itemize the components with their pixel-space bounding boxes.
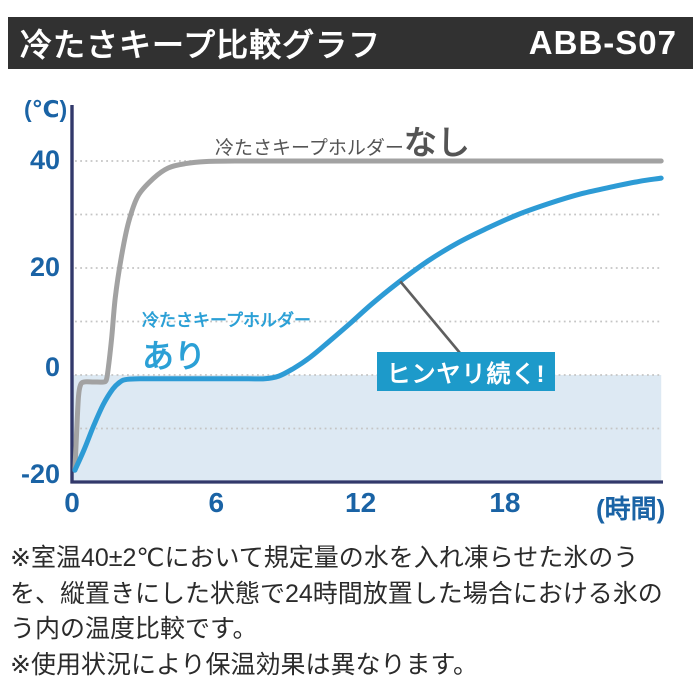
y-tick-label-40: 40	[29, 145, 60, 175]
footnotes: ※室温40±2℃において規定量の水を入れ凍らせた氷のう を、縦置きにした状態で2…	[10, 541, 663, 684]
series-line-ari	[72, 175, 664, 473]
comparison-chart: (℃) 40 20 0 -20 0 6 12 18 (時間) 冷たさキープホルダー なし 冷た…	[20, 96, 666, 524]
series-label-without-holder-prefix: 冷たさキープホルダー	[215, 138, 404, 159]
series-label-with-holder-prefix: 冷たさキープホルダー	[142, 311, 311, 330]
x-tick-label-0: 0	[64, 487, 80, 518]
series-label-without-holder-emphasis: なし	[403, 124, 470, 161]
footnote-line: ※室温40±2℃において規定量の水を入れ凍らせた氷のう	[10, 544, 639, 572]
page-title: 冷たさキープ比較グラフ	[20, 27, 382, 63]
x-tick-label-12: 12	[345, 487, 377, 518]
y-tick-label-0: 0	[44, 352, 60, 382]
series-line-nashi	[72, 158, 664, 473]
callout-line	[399, 280, 461, 354]
header-bar: 冷たさキープ比較グラフ ABB-S07	[8, 17, 693, 69]
y-axis-unit-label: (℃)	[24, 96, 68, 122]
series-label-with-holder: 冷たさキープホルダーあり	[142, 306, 311, 377]
series-label-with-holder-emphasis: あり	[142, 338, 207, 374]
x-tick-label-18: 18	[489, 487, 521, 518]
footnote-line: う内の温度比較です。	[10, 615, 258, 644]
callout-badge: ヒンヤリ続く!	[377, 352, 555, 391]
y-tick-label--20: -20	[20, 459, 60, 489]
footnote-line: ※使用状況により保温効果は異なります。	[10, 651, 478, 680]
x-axis-unit-label: (時間)	[596, 494, 666, 524]
x-tick-label-6: 6	[208, 487, 225, 518]
series-label-without-holder: 冷たさキープホルダー なし	[215, 116, 470, 164]
model-number: ABB-S07	[528, 24, 677, 61]
footnote-line: を、縦置きにした状態で24時間放置した場合における氷の	[10, 579, 663, 608]
y-tick-label-20: 20	[29, 252, 60, 282]
chart-canvas	[70, 105, 664, 484]
